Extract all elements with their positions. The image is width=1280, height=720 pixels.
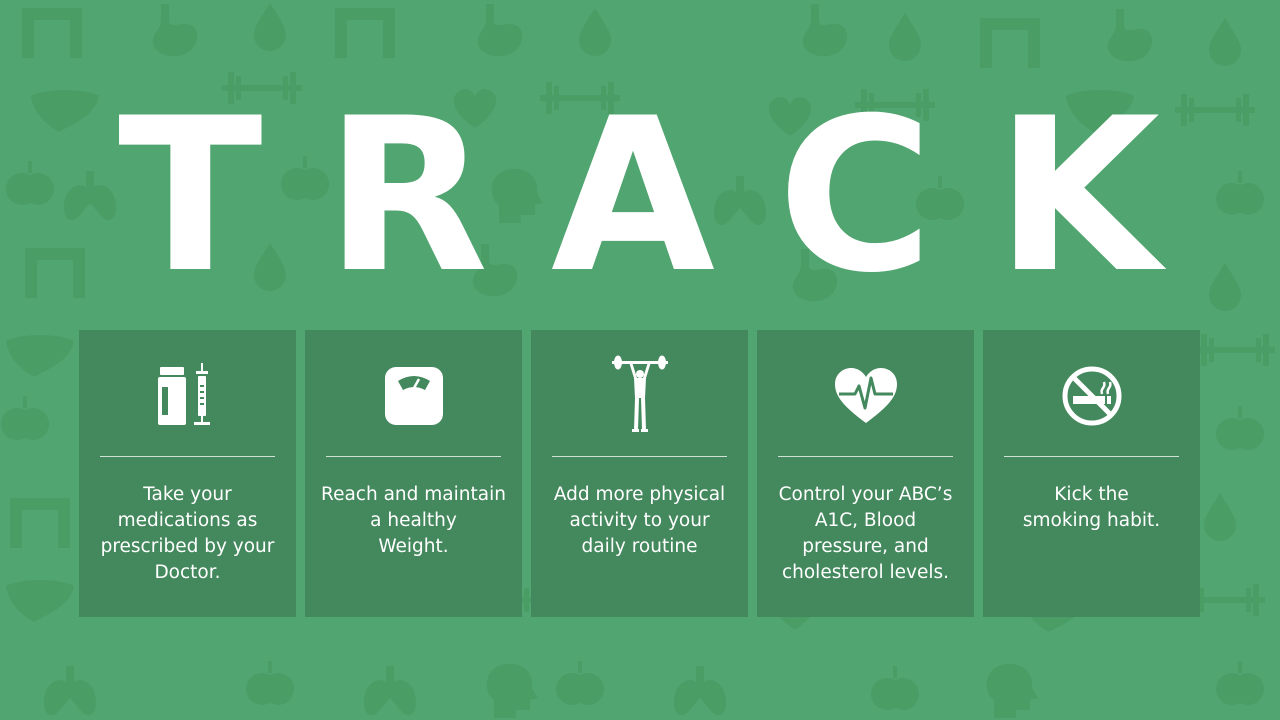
- title-letter: T: [118, 72, 263, 319]
- card-smoking: Kick the smoking habit.: [983, 330, 1200, 617]
- title-letter: C: [777, 72, 934, 319]
- card-divider: [100, 456, 275, 457]
- card-text: Kick the smoking habit.: [1022, 484, 1161, 531]
- card-divider: [778, 456, 953, 457]
- card-physical-activity: Add more physical activity to your daily…: [531, 330, 748, 617]
- card-medications: Take your medications as prescribed by y…: [79, 330, 296, 617]
- card-divider: [552, 456, 727, 457]
- title-letter: A: [550, 72, 716, 319]
- heartbeat-icon: [830, 360, 902, 432]
- no-smoking-icon: [1056, 360, 1128, 432]
- card-text: Reach and maintain a healthy Weight.: [321, 484, 506, 557]
- weighing-scale-icon: [378, 360, 450, 432]
- card-abc-control: Control your ABC’s A1C, Blood pressure, …: [757, 330, 974, 617]
- card-text: Take your medications as prescribed by y…: [100, 484, 275, 583]
- title-track: T R A C K: [0, 72, 1280, 319]
- card-text: Control your ABC’s A1C, Blood pressure, …: [778, 484, 953, 583]
- title-letter: K: [995, 72, 1160, 319]
- title-letter: R: [325, 72, 489, 319]
- tips-cards: Take your medications as prescribed by y…: [79, 330, 1201, 617]
- card-divider: [1004, 456, 1179, 457]
- card-divider: [326, 456, 501, 457]
- weightlifter-icon: [610, 352, 670, 436]
- card-weight: Reach and maintain a healthy Weight.: [305, 330, 522, 617]
- card-text: Add more physical activity to your daily…: [553, 484, 726, 557]
- medication-syringe-icon: [152, 360, 224, 432]
